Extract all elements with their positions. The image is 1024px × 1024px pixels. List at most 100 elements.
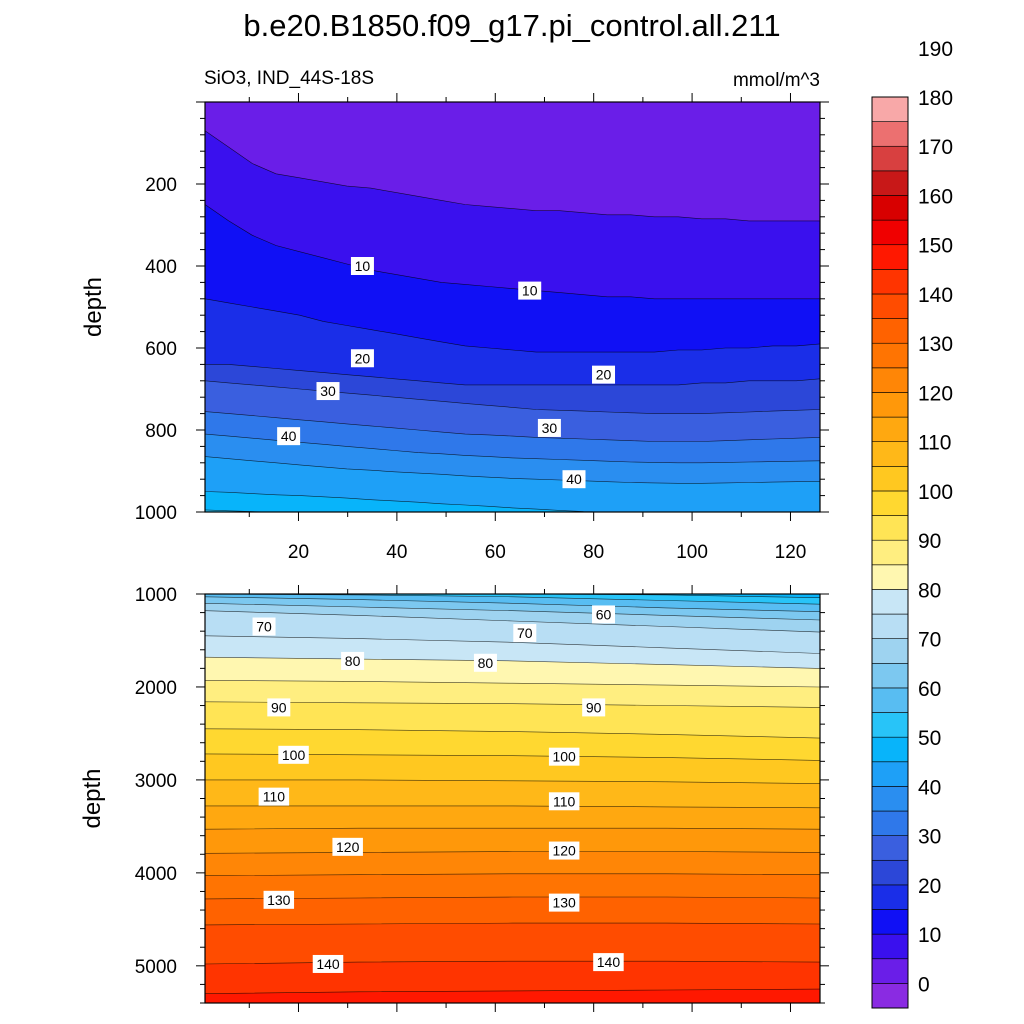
colorbar-tick-label: 40 bbox=[918, 776, 941, 799]
contour-line-115 bbox=[205, 827, 820, 830]
contour-label-text: 20 bbox=[596, 367, 612, 383]
colorbar-tick-label: 180 bbox=[918, 87, 953, 110]
colorbar-tick-label: 70 bbox=[918, 629, 941, 652]
colorbar-swatch bbox=[871, 219, 909, 246]
contour-label: 20 bbox=[592, 365, 616, 384]
contour-label-box bbox=[350, 349, 374, 368]
contour-label-text: 10 bbox=[355, 258, 371, 274]
contour-label-text: 20 bbox=[355, 350, 371, 366]
contour-label-box bbox=[473, 653, 497, 672]
contour-label-text: 60 bbox=[596, 606, 612, 622]
contour-label: 100 bbox=[278, 745, 309, 764]
contour-line-135 bbox=[205, 922, 820, 926]
colorbar-swatch bbox=[871, 96, 909, 122]
colorbar-swatch bbox=[871, 342, 909, 369]
contour-label-text: 130 bbox=[267, 892, 291, 908]
contour-line-40 bbox=[205, 456, 820, 484]
contour-line-10 bbox=[205, 204, 820, 300]
contour-label: 80 bbox=[473, 653, 497, 672]
contour-line-65 bbox=[205, 603, 820, 621]
contour-label-text: 110 bbox=[553, 793, 576, 809]
colorbar-swatch bbox=[871, 712, 909, 738]
plot-frame bbox=[204, 101, 821, 513]
contour-line-95 bbox=[205, 728, 820, 739]
contour-label-text: 120 bbox=[336, 839, 360, 855]
contour-label: 70 bbox=[513, 624, 537, 643]
colorbar-swatch bbox=[871, 466, 909, 492]
colorbar-swatch bbox=[871, 958, 909, 984]
contour-line-25 bbox=[205, 380, 820, 414]
contour-label: 10 bbox=[350, 257, 374, 275]
contour-line-80 bbox=[205, 656, 820, 669]
colorbar-tick-label: 60 bbox=[918, 678, 941, 701]
contour-label-text: 80 bbox=[478, 655, 494, 671]
colorbar-tick-label: 20 bbox=[918, 875, 941, 898]
contour-label: 80 bbox=[341, 651, 365, 670]
contour-label-box bbox=[592, 365, 616, 384]
colorbar-swatch bbox=[871, 884, 909, 910]
contour-label-text: 40 bbox=[281, 428, 297, 444]
contour-label: 130 bbox=[548, 893, 580, 912]
colorbar-swatch bbox=[871, 392, 909, 418]
contour-label: 120 bbox=[548, 841, 580, 860]
contour-label: 120 bbox=[332, 837, 363, 856]
contour-label-box bbox=[258, 787, 290, 806]
contour-line-45 bbox=[205, 491, 820, 512]
colorbar-swatch bbox=[871, 195, 909, 221]
y-tick-label: 3000 bbox=[135, 771, 177, 792]
contour-line-120 bbox=[205, 851, 820, 854]
colorbar-swatch bbox=[871, 859, 909, 886]
x-tick-label: 120 bbox=[775, 542, 807, 563]
colorbar: 0 10 20 30 40 50 60 70 80 90 100 110 120 130 140 150 160… bbox=[871, 38, 953, 1009]
x-tick-label: 20 bbox=[288, 542, 309, 563]
contour-label: 70 bbox=[252, 617, 276, 636]
colorbar-swatch bbox=[871, 589, 909, 615]
contour-label-text: 70 bbox=[517, 625, 533, 641]
band-fill-145 bbox=[205, 989, 820, 1003]
chart-title: b.e20.B1850.f09_g17.pi_control.all.211 bbox=[243, 8, 780, 43]
colorbar-swatch bbox=[871, 761, 909, 787]
colorbar-tick-label: 140 bbox=[918, 284, 953, 307]
colorbar-tick-label: 170 bbox=[918, 136, 953, 159]
contour-label: 40 bbox=[562, 470, 586, 489]
colorbar-tick-label: 100 bbox=[918, 481, 953, 504]
contour-line-145 bbox=[205, 988, 820, 994]
y-tick-label: 1000 bbox=[135, 585, 177, 606]
contour-line-105 bbox=[205, 779, 820, 784]
contour-label: 90 bbox=[582, 698, 606, 717]
contour-label-text: 90 bbox=[271, 699, 287, 715]
contour-line-70 bbox=[205, 610, 820, 633]
contour-label-text: 140 bbox=[597, 954, 621, 970]
colorbar-swatch bbox=[871, 416, 909, 443]
colorbar-swatch bbox=[871, 441, 909, 467]
colorbar-tick-label: 30 bbox=[918, 826, 941, 849]
colorbar-swatch bbox=[871, 515, 909, 541]
y-axis-label: depth bbox=[79, 768, 106, 828]
colorbar-swatch bbox=[871, 564, 909, 590]
colorbar-swatch bbox=[871, 835, 909, 861]
contour-line-75 bbox=[205, 635, 820, 654]
contour-line-85 bbox=[205, 680, 820, 688]
contour-label-box bbox=[263, 890, 295, 909]
panel-upper: 10 10 20 20 30 30 40 40 20 40 60 80 100 120 200 400 600 8… bbox=[80, 93, 829, 563]
contour-line-20 bbox=[205, 364, 820, 386]
y-tick-label: 600 bbox=[145, 339, 177, 360]
contour-label-text: 120 bbox=[552, 843, 576, 859]
contour-label-text: 30 bbox=[320, 383, 336, 399]
contour-label-text: 40 bbox=[566, 471, 582, 487]
contour-label: 30 bbox=[316, 382, 340, 401]
colorbar-swatch bbox=[871, 367, 909, 393]
contour-label: 110 bbox=[548, 792, 580, 811]
ticks bbox=[196, 585, 829, 1012]
colorbar-tick-label: 190 bbox=[918, 38, 953, 61]
contour-label: 130 bbox=[263, 890, 295, 909]
colorbar-swatch bbox=[871, 786, 909, 812]
contour-label: 140 bbox=[312, 954, 344, 973]
colorbar-tick-label: 160 bbox=[918, 185, 953, 208]
contour-label-box bbox=[593, 953, 624, 972]
contour-label-box bbox=[267, 698, 291, 717]
contour-line-110 bbox=[205, 805, 820, 809]
y-tick-label: 1000 bbox=[135, 503, 177, 524]
contour-label-box bbox=[518, 281, 542, 300]
contour-line-50 bbox=[205, 594, 820, 598]
